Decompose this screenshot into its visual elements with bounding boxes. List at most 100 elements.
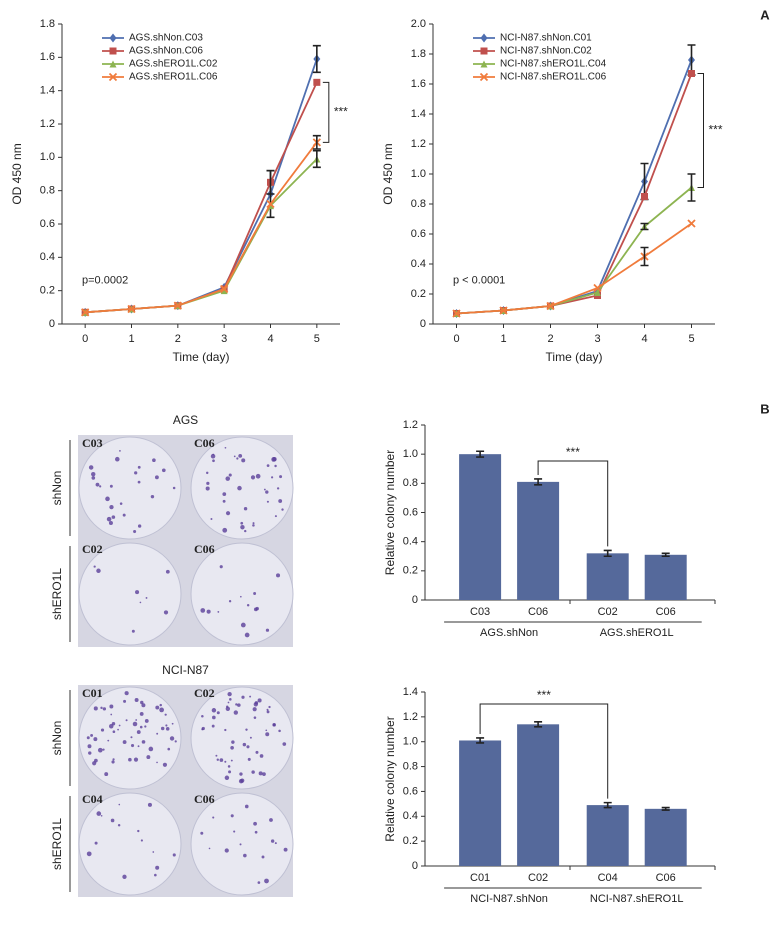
marker (108, 72, 118, 82)
well (190, 436, 294, 540)
y-tick-label: 1.2 (40, 118, 55, 130)
colony (112, 758, 115, 761)
well-label: C04 (82, 792, 103, 806)
colony (233, 830, 236, 833)
y-tick-label: 0.4 (40, 251, 55, 263)
bar (517, 481, 560, 600)
colony (100, 728, 105, 732)
colony (271, 457, 277, 462)
colony (171, 722, 174, 725)
annotation: *** (537, 688, 551, 702)
colony (91, 476, 96, 480)
x-tick-label: C02 (528, 872, 548, 884)
colony (257, 881, 261, 884)
y-tick-label: 2.0 (411, 18, 426, 30)
colony (155, 865, 160, 870)
colony (102, 707, 107, 711)
colony (163, 610, 169, 615)
colony (212, 459, 215, 463)
x-tick-label: 5 (688, 333, 694, 345)
well (190, 792, 294, 896)
colony (165, 569, 170, 574)
colony (222, 527, 228, 533)
colony (102, 748, 105, 751)
colony (162, 762, 168, 767)
marker (480, 33, 488, 43)
colony (154, 475, 159, 480)
colony (283, 847, 288, 852)
marker (499, 306, 508, 315)
colony (227, 691, 232, 697)
colony (94, 841, 98, 845)
colony (119, 450, 121, 452)
x-tick-label: 3 (594, 333, 600, 345)
y-tick-label: 0 (412, 860, 418, 872)
well (78, 792, 182, 896)
colony (227, 701, 230, 704)
colony (255, 606, 259, 611)
well-label: C01 (82, 686, 103, 700)
colony (93, 565, 96, 568)
group-label: NCI-N87.shNon (470, 893, 548, 905)
legend-label: AGS.shNon.C06 (129, 46, 203, 57)
colony (230, 759, 233, 762)
image-title: AGS (173, 413, 198, 427)
x-tick-label: 0 (453, 333, 459, 345)
colony (249, 695, 252, 698)
bar (517, 724, 560, 866)
group-label: AGS.shNon (480, 627, 538, 639)
annotation: *** (566, 445, 580, 459)
marker (546, 301, 555, 311)
significance-bracket (322, 81, 330, 143)
error-bar (312, 134, 321, 150)
colony (90, 733, 94, 737)
marker (81, 308, 90, 317)
colony (144, 725, 147, 728)
error-bar (687, 173, 696, 202)
x-tick-label: 2 (547, 333, 553, 345)
y-tick-label: 0 (412, 594, 418, 606)
error-bar (476, 737, 485, 744)
colony (119, 502, 123, 505)
x-tick-label: C01 (470, 872, 490, 884)
well (190, 542, 294, 646)
marker (109, 33, 117, 43)
colony (206, 481, 210, 485)
marker (593, 283, 602, 293)
well-label: C02 (82, 542, 103, 556)
colony (141, 740, 146, 744)
colony (109, 724, 114, 729)
y-tick-label: 1.4 (411, 108, 426, 120)
error-bar (266, 169, 275, 195)
colony (135, 719, 138, 721)
colony (270, 839, 275, 843)
colony (238, 778, 244, 784)
x-axis-label: Time (day) (173, 350, 230, 364)
colony (137, 524, 142, 528)
colony (137, 745, 140, 748)
colony (255, 473, 261, 479)
y-tick-label: 0.2 (40, 285, 55, 297)
x-tick-label: 1 (128, 333, 134, 345)
colony (212, 715, 216, 720)
colony (250, 475, 256, 480)
colony (104, 772, 109, 777)
colony (122, 513, 126, 517)
series-line (456, 222, 693, 315)
y-tick-label: 1.2 (403, 419, 418, 431)
significance-bracket (697, 73, 704, 188)
y-tick-label: 0 (49, 318, 55, 330)
colony (266, 708, 269, 711)
marker (109, 47, 117, 55)
colony (252, 522, 255, 525)
x-tick-label: 2 (175, 333, 181, 345)
x-tick-label: C02 (598, 606, 618, 618)
well (78, 686, 182, 790)
error-bar (661, 552, 670, 558)
marker (688, 70, 695, 77)
colony (145, 596, 148, 599)
colony (241, 695, 245, 699)
colony (229, 698, 232, 701)
x-tick-label: 4 (267, 333, 273, 345)
